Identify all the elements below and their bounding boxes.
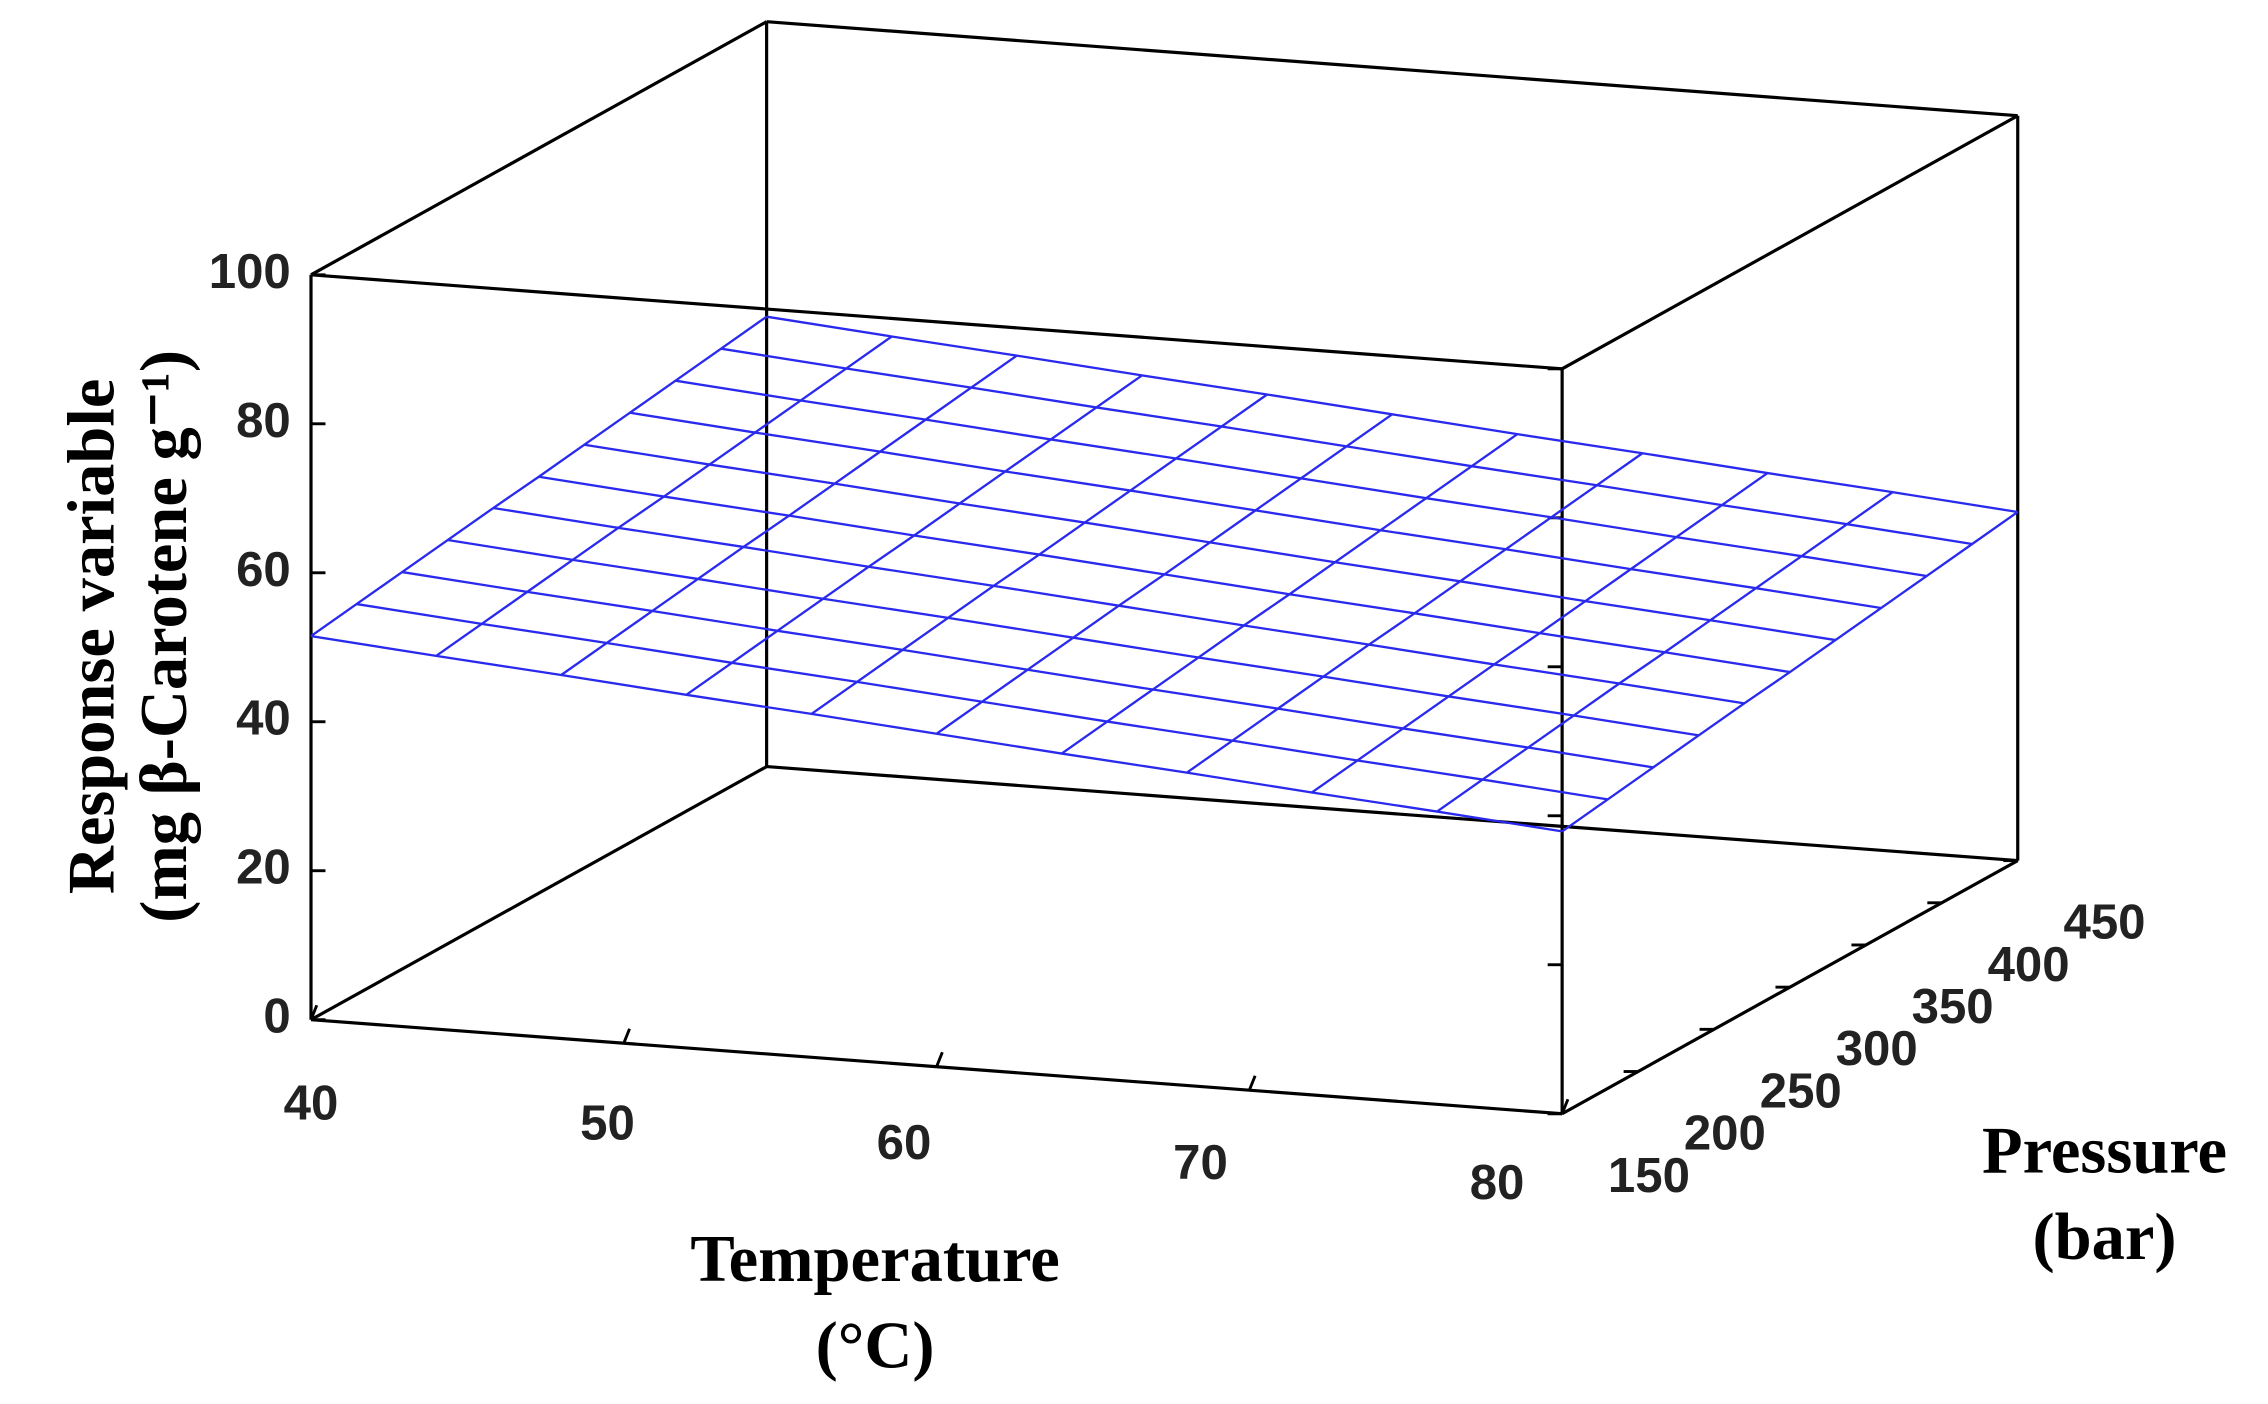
box-edge [310,273,1563,371]
surface-column [1061,433,1518,755]
x-tick-label: 70 [1173,1135,1228,1190]
surface-column [1186,452,1644,774]
y-tick-label: 150 [1608,1148,1690,1203]
box-edge [766,764,2018,863]
z-tick-label: 60 [236,542,291,597]
x-tick-label: 40 [284,1075,339,1130]
box-edge [310,765,768,1022]
x-tick-mark [1560,1098,1570,1115]
z-tick-label: 0 [263,989,290,1044]
surface-column [1561,511,2019,833]
z-tick-label: 40 [236,691,291,746]
y-tick-label: 300 [1836,1021,1918,1076]
z-axis-title: Response variable [56,379,129,895]
box-edge [1561,114,2019,371]
surface-column [310,315,768,638]
x-axis-title: Temperature [690,1223,1059,1296]
surface-column [810,393,1268,715]
x-tick-label: 60 [877,1115,932,1170]
z-axis-title: (mg β-Carotene g⁻¹) [128,350,201,923]
x-tick-mark [309,1004,319,1021]
box-edge [766,20,2018,118]
y-axis-title: Pressure [1982,1114,2227,1187]
surface-column [1311,472,1769,794]
y-tick-label: 200 [1684,1106,1766,1161]
surface-column [435,335,893,657]
x-axis-title: (°C) [816,1310,935,1383]
z-tick-label: 80 [236,393,291,448]
surface [310,315,2019,833]
x-tick-mark [1248,1075,1257,1091]
y-axis-title: (bar) [2032,1201,2176,1274]
surface-column [685,374,1143,696]
z-tick-label: 100 [209,244,291,299]
x-tick-label: 80 [1470,1155,1525,1210]
surface-row [766,315,2018,514]
x-tick-mark [622,1028,631,1044]
z-tick-label: 20 [236,840,291,895]
y-tick-label: 350 [1912,979,1994,1034]
y-tick-label: 400 [1988,937,2070,992]
surface-column [560,354,1018,676]
x-tick-label: 50 [580,1095,635,1150]
y-tick-label: 250 [1760,1063,1842,1118]
box-edge [310,20,768,277]
box [309,20,2020,1116]
y-tick-label: 450 [2064,895,2146,950]
x-tick-mark [935,1051,944,1068]
surface-column [935,413,1393,735]
surface-column [1436,491,1894,813]
